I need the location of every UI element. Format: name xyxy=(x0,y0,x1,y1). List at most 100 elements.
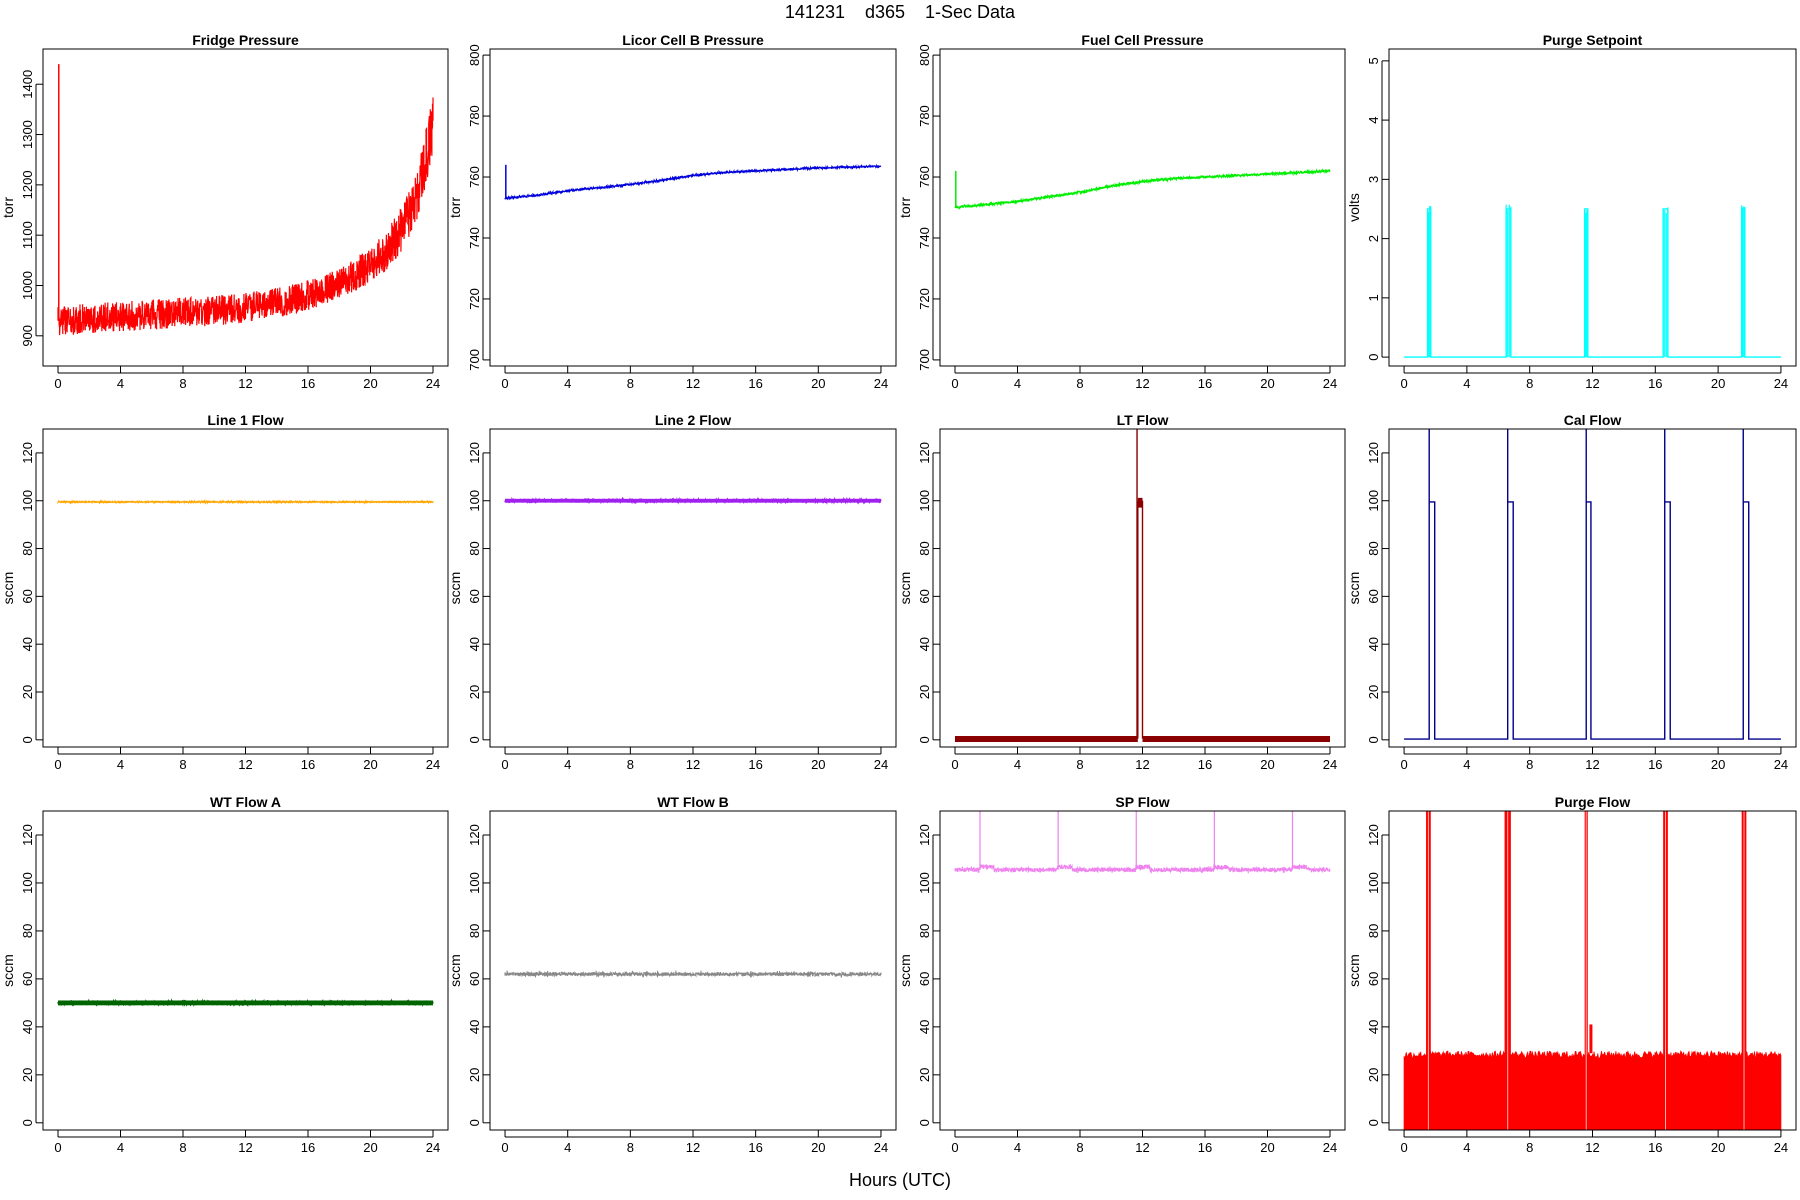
y-tick-label: 100 xyxy=(20,490,35,512)
panel-title: Cal Flow xyxy=(1564,412,1622,428)
x-tick-label: 12 xyxy=(1585,1140,1599,1155)
panel-title: Purge Flow xyxy=(1555,794,1631,810)
x-tick-label: 0 xyxy=(54,376,61,391)
y-tick-label: 60 xyxy=(917,589,932,603)
y-tick-label: 800 xyxy=(917,44,932,66)
x-tick-label: 16 xyxy=(1198,1140,1212,1155)
x-tick-label: 16 xyxy=(1648,757,1662,772)
x-tick-label: 20 xyxy=(1260,757,1274,772)
y-tick-label: 40 xyxy=(1366,637,1381,651)
y-tick-label: 80 xyxy=(1366,924,1381,938)
x-tick-label: 0 xyxy=(951,1140,958,1155)
x-tick-label: 20 xyxy=(1260,1140,1274,1155)
x-tick-label: 16 xyxy=(301,1140,315,1155)
y-tick-label: 3 xyxy=(1366,176,1381,183)
y-tick-label: 900 xyxy=(20,325,35,347)
x-tick-label: 12 xyxy=(238,376,252,391)
x-tick-label: 20 xyxy=(1711,1140,1725,1155)
panel-title: Purge Setpoint xyxy=(1543,32,1643,48)
y-axis-label: volts xyxy=(1346,193,1362,222)
x-tick-label: 12 xyxy=(1135,757,1149,772)
x-tick-label: 8 xyxy=(627,757,634,772)
y-axis-label: sccm xyxy=(1346,954,1362,987)
x-tick-label: 12 xyxy=(1135,376,1149,391)
plot-area xyxy=(57,64,434,336)
data-line xyxy=(1404,429,1781,740)
x-tick-label: 4 xyxy=(1463,1140,1470,1155)
x-tick-label: 8 xyxy=(627,376,634,391)
plot-frame xyxy=(42,810,449,1131)
y-tick-label: 0 xyxy=(467,1119,482,1126)
y-tick-label: 1100 xyxy=(20,221,35,249)
plot-area xyxy=(504,970,882,978)
x-tick-label: 0 xyxy=(501,376,508,391)
panel-title: Licor Cell B Pressure xyxy=(622,32,764,48)
plot-panel: Licor Cell B Pressure 0 4 8 12 16 20 24 700 720 74… xyxy=(447,32,897,391)
y-axis-label: sccm xyxy=(0,954,16,987)
x-tick-label: 12 xyxy=(686,757,700,772)
x-tick-label: 12 xyxy=(1135,1140,1149,1155)
x-tick-label: 0 xyxy=(1400,757,1407,772)
x-tick-label: 24 xyxy=(874,1140,888,1155)
plot-area xyxy=(1404,204,1781,358)
x-tick-label: 20 xyxy=(811,757,825,772)
y-tick-label: 1200 xyxy=(20,170,35,199)
y-tick-label: 100 xyxy=(20,872,35,894)
y-tick-label: 20 xyxy=(467,685,482,699)
y-tick-label: 40 xyxy=(467,637,482,651)
x-tick-label: 4 xyxy=(1014,757,1021,772)
y-tick-label: 120 xyxy=(467,442,482,464)
plot-area xyxy=(57,998,434,1008)
y-tick-label: 720 xyxy=(917,288,932,310)
y-tick-label: 40 xyxy=(20,1020,35,1034)
panel-title: Fridge Pressure xyxy=(192,32,299,48)
plot-area xyxy=(1404,429,1781,740)
x-tick-label: 20 xyxy=(811,1140,825,1155)
x-tick-label: 20 xyxy=(811,376,825,391)
x-tick-label: 24 xyxy=(1774,1140,1788,1155)
plot-frame xyxy=(939,48,1346,367)
x-tick-label: 8 xyxy=(1076,757,1083,772)
y-tick-label: 740 xyxy=(467,227,482,249)
plot-frame xyxy=(489,48,897,367)
x-tick-label: 8 xyxy=(1526,757,1533,772)
x-tick-label: 4 xyxy=(1014,1140,1021,1155)
x-tick-label: 4 xyxy=(117,1140,124,1155)
x-axis-title: Hours (UTC) xyxy=(849,1170,951,1190)
y-tick-label: 5 xyxy=(1366,57,1381,64)
y-tick-label: 0 xyxy=(1366,353,1381,360)
data-line xyxy=(504,163,882,201)
x-tick-label: 8 xyxy=(1526,376,1533,391)
y-tick-label: 40 xyxy=(20,637,35,651)
y-axis-label: sccm xyxy=(447,954,463,987)
y-tick-label: 40 xyxy=(917,1020,932,1034)
y-tick-label: 80 xyxy=(20,541,35,555)
y-tick-label: 20 xyxy=(20,685,35,699)
y-tick-label: 760 xyxy=(467,166,482,188)
y-tick-label: 20 xyxy=(467,1068,482,1082)
panel-title: Fuel Cell Pressure xyxy=(1081,32,1203,48)
plot-area xyxy=(1403,811,1782,1130)
x-tick-label: 16 xyxy=(1648,376,1662,391)
y-tick-label: 80 xyxy=(917,924,932,938)
x-tick-label: 16 xyxy=(1198,376,1212,391)
plot-area xyxy=(955,429,1330,743)
x-tick-label: 12 xyxy=(238,757,252,772)
panel-title: Line 2 Flow xyxy=(655,412,731,428)
panel-title: WT Flow A xyxy=(210,794,281,810)
panel-title: WT Flow B xyxy=(657,794,729,810)
y-tick-label: 1 xyxy=(1366,294,1381,301)
panel-title: LT Flow xyxy=(1117,412,1169,428)
y-tick-label: 40 xyxy=(917,637,932,651)
x-tick-label: 24 xyxy=(1774,757,1788,772)
y-tick-label: 720 xyxy=(467,288,482,310)
x-tick-label: 4 xyxy=(1463,757,1470,772)
y-tick-label: 780 xyxy=(917,105,932,127)
y-tick-label: 120 xyxy=(20,442,35,464)
y-tick-label: 60 xyxy=(1366,589,1381,603)
y-axis-label: torr xyxy=(897,197,913,218)
plot-panel: Purge Flow 0 4 8 12 16 20 24 0 20 40 60 80 100 120 sccm xyxy=(1346,794,1797,1155)
y-tick-label: 20 xyxy=(917,685,932,699)
x-tick-label: 0 xyxy=(501,757,508,772)
